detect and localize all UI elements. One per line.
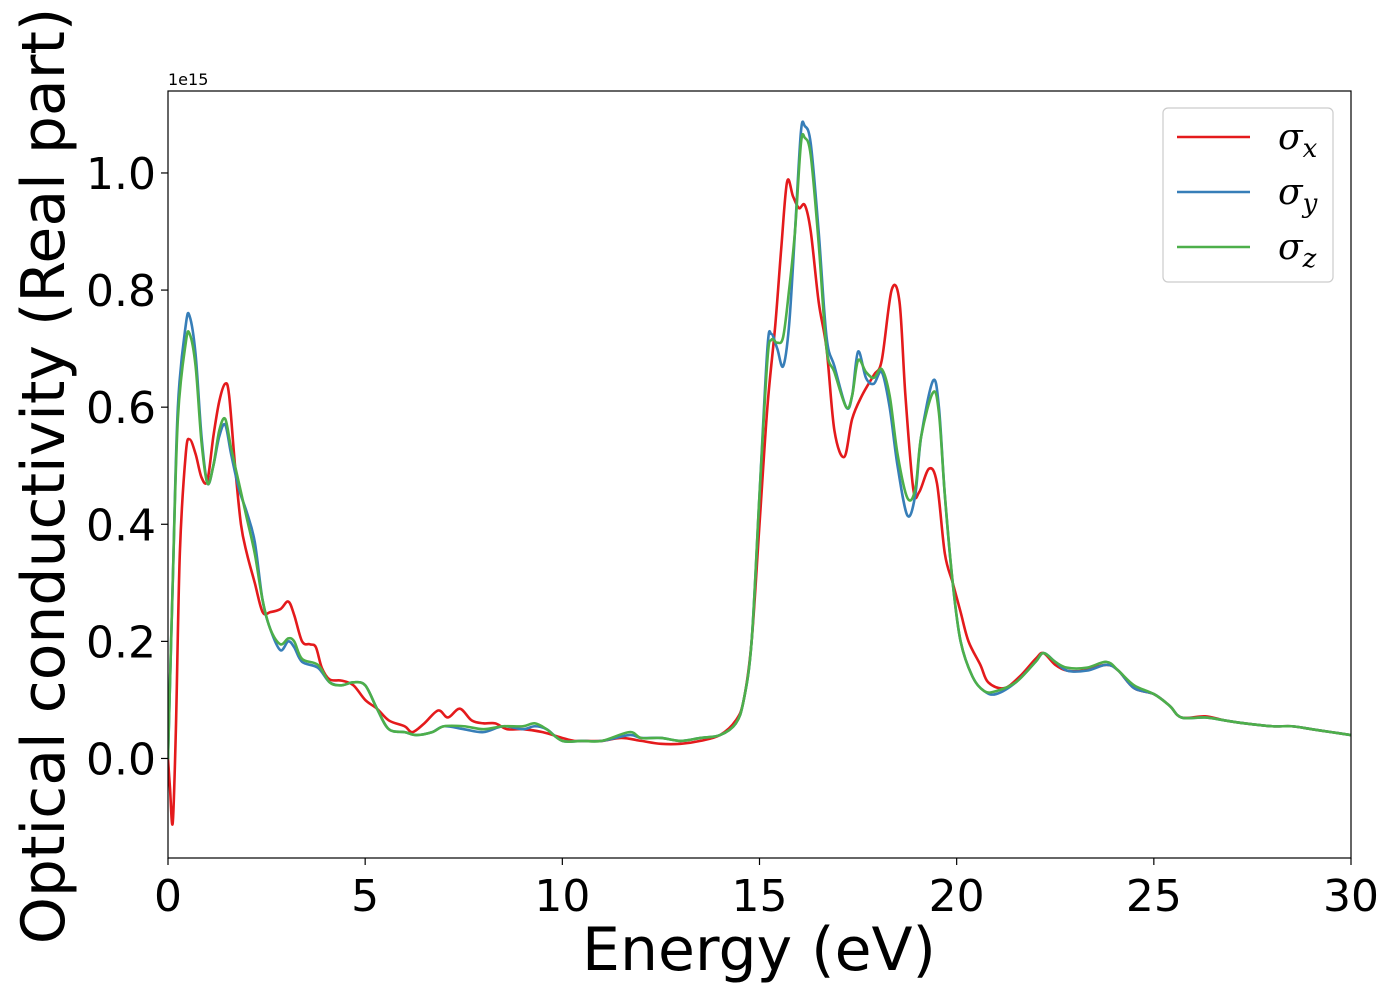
y-offset-label: 1e15 xyxy=(168,70,208,89)
legend-label-y: σy xyxy=(1278,172,1318,219)
series-lines xyxy=(168,120,1351,826)
x-axis-title: Energy (eV) xyxy=(582,915,936,985)
x-tick-label: 0 xyxy=(154,871,182,922)
y-tick-label: 0.6 xyxy=(86,383,156,434)
legend-label-z: σz xyxy=(1278,227,1317,274)
legend-label-x: σx xyxy=(1278,117,1318,164)
y-tick-label: 0.2 xyxy=(86,617,156,668)
x-tick-label: 10 xyxy=(534,871,590,922)
series-line-z xyxy=(168,132,1351,760)
y-tick-label: 0.4 xyxy=(86,500,156,551)
y-axis-title: Optical conductivity (Real part) xyxy=(9,8,79,945)
x-tick-label: 25 xyxy=(1126,871,1182,922)
x-tick-label: 20 xyxy=(929,871,985,922)
x-tick-label: 15 xyxy=(732,871,788,922)
x-axis: 0 5 10 15 20 25 30 xyxy=(154,858,1379,922)
legend-box xyxy=(1162,107,1334,283)
x-tick-label: 5 xyxy=(351,871,379,922)
y-tick-label: 0.8 xyxy=(86,266,156,317)
y-axis: 0.0 0.2 0.4 0.6 0.8 1.0 xyxy=(86,149,168,785)
x-tick-label: 30 xyxy=(1323,871,1379,922)
y-tick-label: 1.0 xyxy=(86,149,156,200)
y-tick-label: 0.0 xyxy=(86,734,156,785)
legend: σx σy σz xyxy=(1162,107,1334,283)
legend-entries: σx σy σz xyxy=(1177,117,1318,274)
